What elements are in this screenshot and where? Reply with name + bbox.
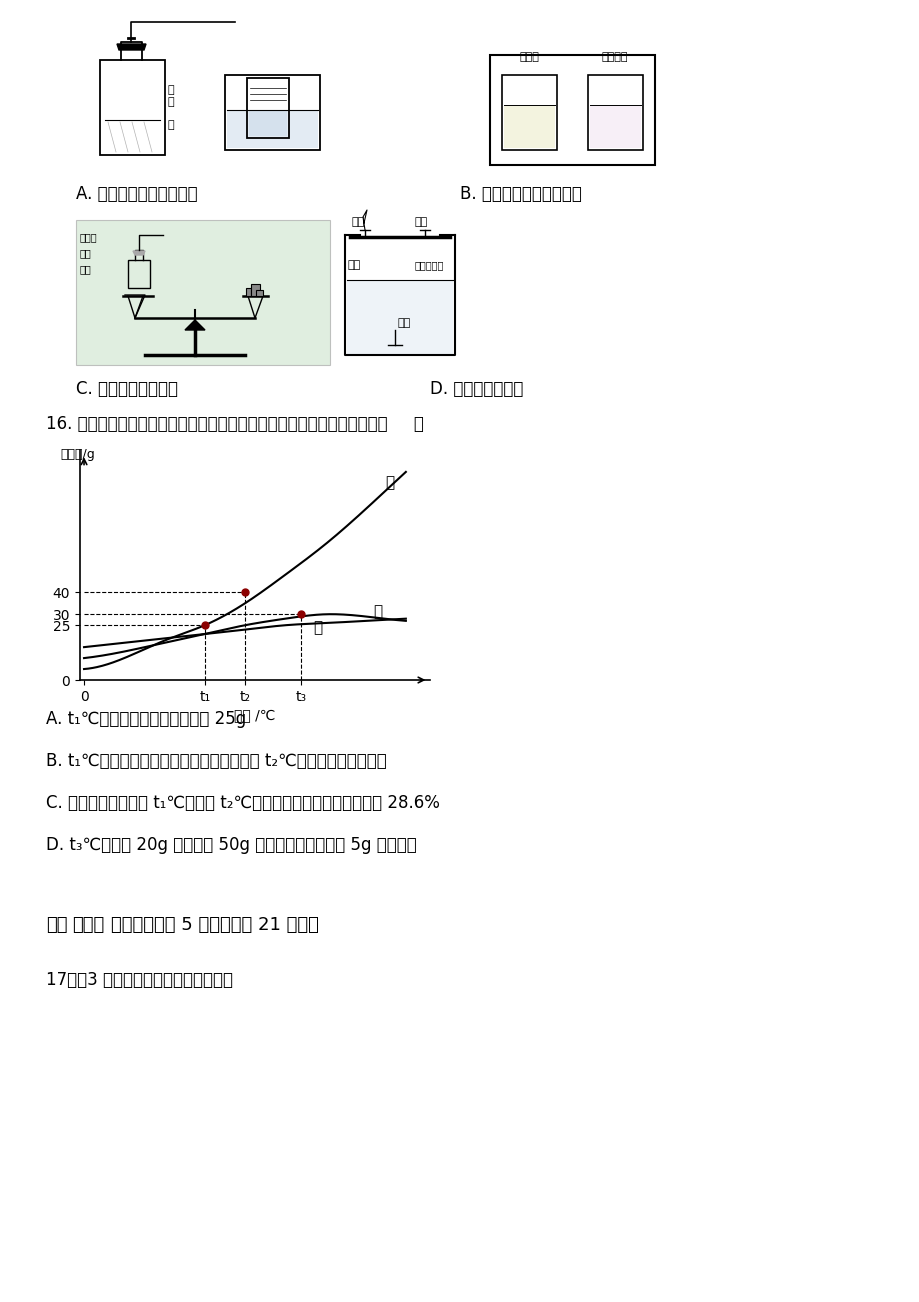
X-axis label: 温度 /℃: 温度 /℃ — [234, 708, 276, 721]
Text: 溶解度/g: 溶解度/g — [60, 448, 95, 461]
Text: 填空题: 填空题 — [72, 917, 104, 934]
Text: 白磷: 白磷 — [80, 247, 92, 258]
Text: 磷: 磷 — [168, 98, 175, 107]
Polygon shape — [76, 220, 330, 365]
Polygon shape — [133, 251, 145, 255]
Text: 白磷: 白磷 — [398, 318, 411, 328]
Polygon shape — [255, 290, 263, 296]
Text: 酚酞溶液: 酚酞溶液 — [601, 52, 628, 62]
Text: C. 将甲的饱和溶液从 t₁℃升高到 t₂℃，溶液中溶质的质量分数变为 28.6%: C. 将甲的饱和溶液从 t₁℃升高到 t₂℃，溶液中溶质的质量分数变为 28.6… — [46, 794, 439, 812]
Polygon shape — [589, 105, 641, 148]
Text: 细沙: 细沙 — [80, 264, 92, 273]
Text: 玻璃管: 玻璃管 — [80, 232, 97, 242]
Polygon shape — [251, 284, 260, 296]
Text: A. t₁℃时，甲、乙的溶解度都是 25g: A. t₁℃时，甲、乙的溶解度都是 25g — [46, 710, 246, 728]
Text: B. 证明分子在不停的运动: B. 证明分子在不停的运动 — [460, 185, 581, 203]
Polygon shape — [504, 105, 554, 148]
Text: B. t₁℃时，将三种物质的饱和溶液均升温到 t₂℃，能析出晶体的是丙: B. t₁℃时，将三种物质的饱和溶液均升温到 t₂℃，能析出晶体的是丙 — [46, 753, 386, 769]
Polygon shape — [249, 109, 287, 135]
Text: 水: 水 — [168, 120, 175, 130]
Text: 甲: 甲 — [385, 475, 394, 491]
Text: 16. 甲、乙、丙三种固体物质溶解度曲线如下图所示。下列说法错误的是（     ）: 16. 甲、乙、丙三种固体物质溶解度曲线如下图所示。下列说法错误的是（ ） — [46, 415, 424, 434]
Polygon shape — [227, 109, 318, 148]
Text: 17、（3 分）用下列物质的序号填空。: 17、（3 分）用下列物质的序号填空。 — [46, 971, 233, 990]
Text: A. 测定空气中氧气的含量: A. 测定空气中氧气的含量 — [76, 185, 198, 203]
Text: 冰水混合物: 冰水混合物 — [414, 260, 444, 270]
Text: （本大题包括 5 个小题。共 21 分）。: （本大题包括 5 个小题。共 21 分）。 — [111, 917, 319, 934]
Text: D. 探究燃烧的条件: D. 探究燃烧的条件 — [429, 380, 523, 398]
Text: 铜片: 铜片 — [347, 260, 361, 270]
Text: 白磷: 白磷 — [352, 217, 365, 227]
Text: 红: 红 — [168, 85, 175, 95]
Polygon shape — [245, 288, 251, 296]
Polygon shape — [117, 44, 146, 49]
Text: 红磷: 红磷 — [414, 217, 427, 227]
Text: C. 验证质量守恒定律: C. 验证质量守恒定律 — [76, 380, 177, 398]
Polygon shape — [346, 280, 452, 354]
Text: 浓氨水: 浓氨水 — [518, 52, 539, 62]
Polygon shape — [185, 320, 205, 329]
Text: 二、: 二、 — [46, 917, 67, 934]
Text: 丙: 丙 — [313, 620, 322, 635]
Text: 乙: 乙 — [373, 604, 382, 620]
Text: D. t₃℃时，将 20g 乙加入到 50g 水中充分搅拌后剩余 5g 乙未溶解: D. t₃℃时，将 20g 乙加入到 50g 水中充分搅拌后剩余 5g 乙未溶解 — [46, 836, 416, 854]
